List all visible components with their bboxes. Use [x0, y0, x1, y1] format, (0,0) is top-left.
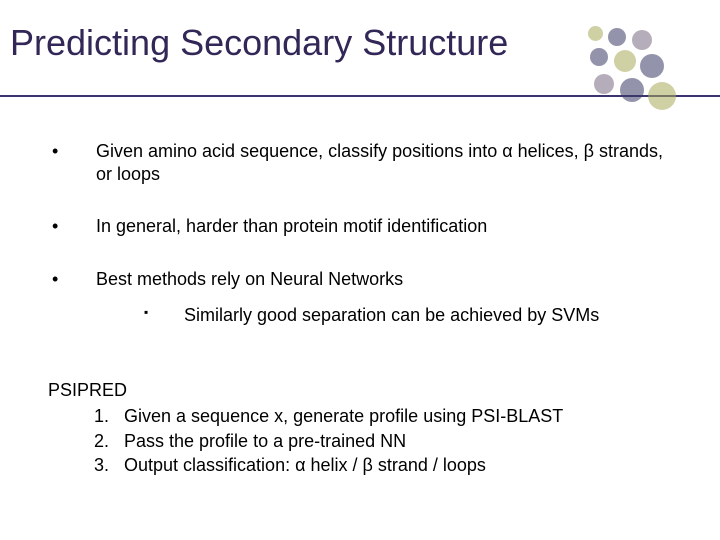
bullet-item: In general, harder than protein motif id… [48, 215, 672, 238]
sub-bullet-item: Similarly good separation can be achieve… [96, 304, 672, 327]
decor-dot [590, 48, 608, 66]
decor-dot [614, 50, 636, 72]
sub-bullet-list: Similarly good separation can be achieve… [96, 304, 672, 327]
decor-dot [608, 28, 626, 46]
bullet-list: Given amino acid sequence, classify posi… [48, 140, 672, 327]
decor-dot [594, 74, 614, 94]
numbered-item: Output classification: α helix / β stran… [114, 454, 672, 477]
numbered-text: Given a sequence x, generate profile usi… [124, 406, 563, 426]
slide-body: Given amino acid sequence, classify posi… [48, 140, 672, 479]
numbered-text: Output classification: α helix / β stran… [124, 455, 486, 475]
decor-dot [620, 78, 644, 102]
numbered-item: Given a sequence x, generate profile usi… [114, 405, 672, 428]
bullet-item: Given amino acid sequence, classify posi… [48, 140, 672, 185]
numbered-item: Pass the profile to a pre-trained NN [114, 430, 672, 453]
numbered-text: Pass the profile to a pre-trained NN [124, 431, 406, 451]
decor-dot [588, 26, 603, 41]
corner-dot-decoration [588, 26, 708, 146]
slide-title: Predicting Secondary Structure [10, 22, 508, 64]
bullet-text: Given amino acid sequence, classify posi… [96, 141, 663, 184]
decor-dot [648, 82, 676, 110]
decor-dot [632, 30, 652, 50]
bullet-item: Best methods rely on Neural Networks Simi… [48, 268, 672, 327]
title-area: Predicting Secondary Structure [10, 22, 508, 70]
sub-bullet-text: Similarly good separation can be achieve… [184, 305, 599, 325]
bullet-text: Best methods rely on Neural Networks [96, 269, 403, 289]
slide: Predicting Secondary Structure Given ami… [0, 0, 720, 540]
section-label: PSIPRED [48, 379, 672, 402]
bullet-text: In general, harder than protein motif id… [96, 216, 487, 236]
numbered-list: Given a sequence x, generate profile usi… [114, 405, 672, 477]
decor-dot [640, 54, 664, 78]
